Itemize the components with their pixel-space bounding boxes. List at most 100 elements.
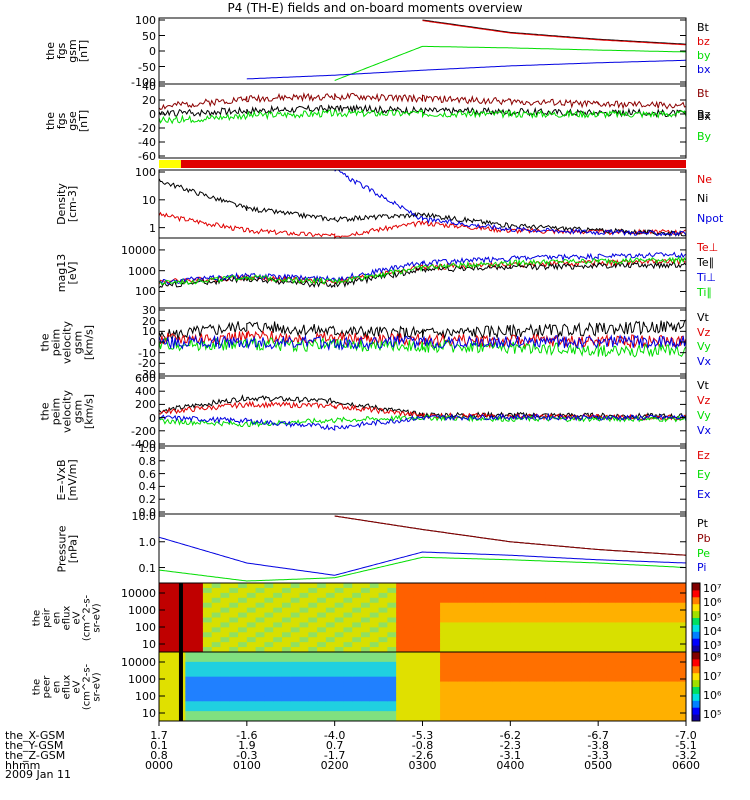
heatmap-cell [580, 637, 590, 643]
heatmap-cell [352, 602, 362, 609]
heatmap-cell [510, 676, 520, 683]
heatmap-cell [457, 607, 467, 614]
heatmap-cell [554, 583, 564, 589]
heatmap-cell [510, 617, 520, 623]
y-tick-label: 0.1 [138, 561, 157, 575]
heatmap-cell [527, 656, 538, 663]
heatmap-cell [440, 656, 450, 663]
heatmap-cell [422, 607, 432, 614]
heatmap-cell [422, 587, 432, 594]
heatmap-cell [510, 602, 520, 609]
heatmap-cell [448, 711, 459, 717]
heatmap-cell [299, 632, 309, 638]
heatmap-cell [185, 666, 195, 673]
heatmap-cell [211, 647, 221, 653]
x-row-value: -3.8 [587, 739, 609, 752]
heatmap-cell [167, 691, 178, 697]
heatmap-cell [281, 716, 292, 722]
heatmap-cell [457, 661, 467, 668]
heatmap-cell [167, 671, 178, 678]
heatmap-cell [299, 691, 309, 697]
heatmap-cell [290, 607, 301, 614]
heatmap-cell [290, 696, 301, 702]
heatmap-cell [615, 671, 626, 678]
heatmap-cell [650, 597, 661, 604]
heatmap-cell [624, 637, 634, 643]
heatmap-cell [475, 637, 485, 643]
heatmap-cell [580, 716, 590, 722]
heatmap-cell [194, 647, 204, 653]
heatmap-cell [545, 671, 555, 678]
heatmap-cell [220, 706, 230, 712]
heatmap-cell [361, 666, 371, 673]
heatmap-cell [422, 652, 432, 658]
heatmap-cell [211, 617, 221, 623]
heatmap-cell [273, 681, 283, 687]
heatmap-cell [185, 583, 195, 589]
heatmap-cell [167, 711, 178, 717]
heatmap-cell [185, 627, 195, 633]
heatmap-cell [369, 632, 380, 638]
heatmap-cell [615, 592, 626, 599]
heatmap-cell [606, 691, 617, 697]
heatmap-cell [598, 592, 608, 599]
heatmap-cell [554, 686, 564, 692]
heatmap-cell [554, 716, 564, 722]
heatmap-cell [308, 656, 318, 663]
heatmap-cell [343, 647, 353, 653]
heatmap-cell [396, 602, 406, 609]
heatmap-cell [501, 597, 511, 604]
heatmap-cell [413, 642, 423, 648]
heatmap-cell [246, 691, 257, 697]
heatmap-cell [527, 597, 538, 604]
heatmap-cell [281, 711, 292, 717]
heatmap-cell [273, 716, 283, 722]
heatmap-cell [264, 637, 274, 643]
heatmap-cell [238, 607, 248, 614]
x-row-label-thexgsm: the_X-GSM [5, 729, 65, 742]
series-pi-line-8 [158, 536, 687, 576]
heatmap-cell [255, 701, 265, 707]
heatmap-cell [431, 671, 441, 678]
heatmap-cell [606, 681, 617, 687]
heatmap-cell [554, 671, 564, 678]
heatmap-cell [536, 637, 546, 643]
heatmap-cell [492, 622, 503, 628]
y-axis-title-0: the fgs gsm [nT] [44, 39, 90, 63]
x-row-value: 0200 [320, 759, 349, 772]
heatmap-cell [290, 716, 301, 722]
heatmap-cell [343, 671, 353, 678]
heatmap-cell [606, 637, 617, 643]
x-row-value: -7.0 [675, 729, 697, 742]
heatmap-cell [571, 592, 582, 599]
legend-vy: Vy [697, 409, 711, 422]
heatmap-cell [317, 656, 327, 663]
heatmap-cell [677, 661, 687, 668]
colorbar-tick-label: 10⁷ [703, 582, 722, 595]
heatmap-cell [361, 587, 371, 594]
heatmap-cell [536, 691, 546, 697]
heatmap-cell [220, 681, 230, 687]
heatmap-cell [615, 696, 626, 702]
heatmap-cell [501, 711, 511, 717]
heatmap-cell [422, 632, 432, 638]
colorbar-10 [692, 652, 700, 722]
heatmap-cell [633, 666, 643, 673]
heatmap-cell [211, 716, 221, 722]
heatmap-cell [317, 622, 327, 628]
heatmap-cell [299, 711, 309, 717]
heatmap-cell [290, 691, 301, 697]
heatmap-cell [413, 691, 423, 697]
heatmap-cell [598, 632, 608, 638]
heatmap-cell [580, 661, 590, 668]
heatmap-cell [308, 671, 318, 678]
heatmap-cell [510, 696, 520, 702]
x-row-value: -5.3 [411, 729, 434, 742]
heatmap-cell [580, 676, 590, 683]
heatmap-cell [492, 681, 503, 687]
heatmap-cell [440, 632, 450, 638]
heatmap-cell [413, 617, 423, 623]
heatmap-cell [606, 686, 617, 692]
heatmap-cell [580, 647, 590, 653]
heatmap-cell [299, 652, 309, 658]
